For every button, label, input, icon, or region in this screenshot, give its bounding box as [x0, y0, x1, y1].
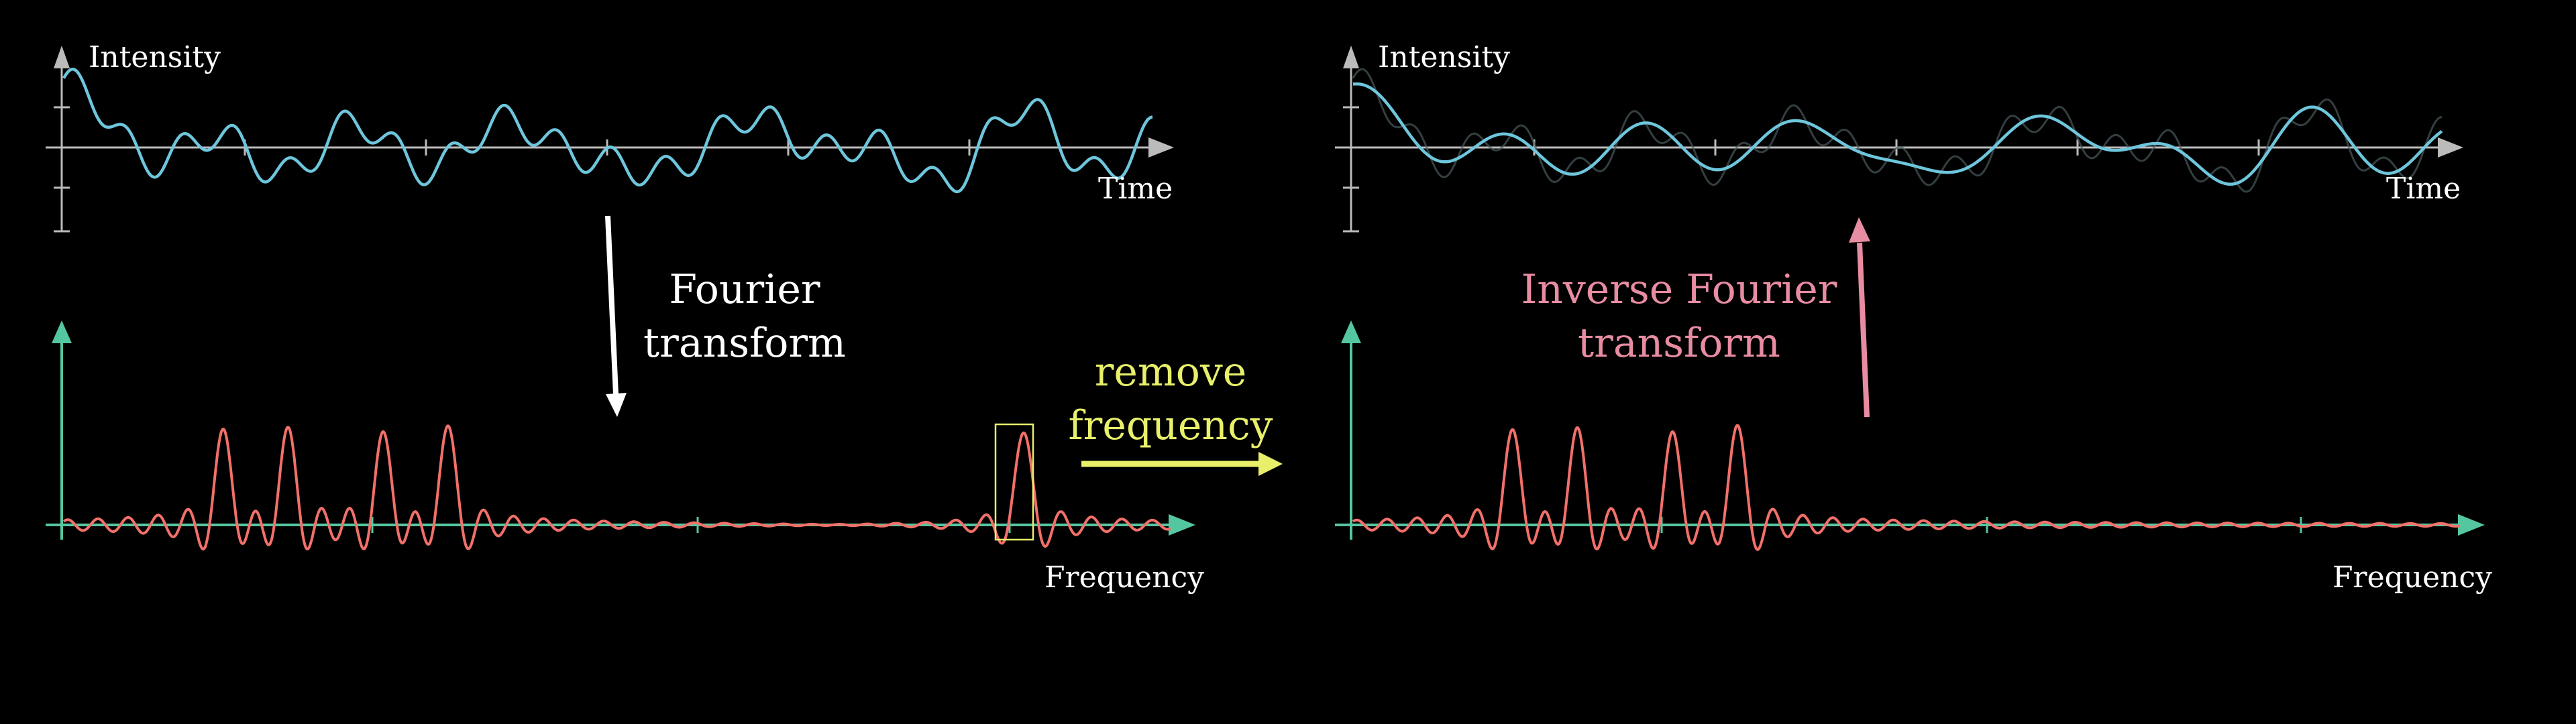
right-intensity-axis-arrowhead: [1343, 46, 1359, 68]
fourier-label-line2: transform: [643, 320, 846, 367]
arrow-down-icon-head: [606, 393, 627, 417]
right-time-axis-arrowhead: [2438, 137, 2463, 158]
left-frequency-panel: Frequency: [46, 320, 1204, 595]
right-frequency-axis-arrowhead: [2458, 514, 2485, 536]
arrow-up-icon: [1857, 242, 1870, 418]
right-time-label: Time: [2386, 172, 2461, 206]
left-intensity-axis-arrowhead: [54, 46, 70, 68]
left-frequency-label: Frequency: [1044, 560, 1204, 595]
left-time-label: Time: [1098, 172, 1173, 206]
left-amplitude-axis-arrowhead: [52, 320, 72, 343]
removed-frequency-highlight-box: [994, 423, 1034, 541]
inverse-label-line2: transform: [1578, 320, 1780, 367]
remove-frequency-annotation: remove frequency: [1068, 349, 1283, 476]
right-frequency-spectrum: [1352, 424, 2461, 552]
left-intensity-label: Intensity: [89, 40, 221, 74]
right-frequency-ticks: [1660, 517, 2302, 533]
arrow-right-icon-head: [1258, 452, 1283, 476]
right-frequency-label: Frequency: [2332, 560, 2492, 595]
remove-label-line1: remove: [1095, 349, 1247, 396]
left-time-panel: Intensity Time: [46, 40, 1174, 233]
right-intensity-label: Intensity: [1378, 40, 1510, 74]
left-intensity-ticks: [54, 106, 70, 233]
remove-label-line2: frequency: [1068, 402, 1273, 449]
fourier-transform-annotation: Fourier transform: [605, 215, 846, 417]
left-time-axis-arrowhead: [1148, 137, 1174, 158]
arrow-up-icon-head: [1849, 217, 1870, 243]
right-original-signal-ghost: [1352, 68, 2443, 193]
right-time-panel: Intensity Time: [1335, 40, 2463, 233]
right-frequency-panel: Frequency: [1335, 320, 2492, 595]
inverse-label-line1: Inverse Fourier: [1521, 266, 1837, 313]
left-frequency-axis-arrowhead: [1169, 514, 1195, 536]
right-amplitude-axis-arrowhead: [1341, 320, 1361, 343]
left-time-signal: [62, 67, 1153, 194]
inverse-fourier-annotation: Inverse Fourier transform: [1521, 217, 1870, 418]
right-intensity-ticks: [1343, 106, 1359, 233]
right-filtered-signal: [1352, 82, 2443, 186]
arrow-down-icon: [605, 215, 619, 395]
left-frequency-spectrum: [62, 424, 1171, 551]
fourier-label-line1: Fourier: [669, 266, 820, 313]
